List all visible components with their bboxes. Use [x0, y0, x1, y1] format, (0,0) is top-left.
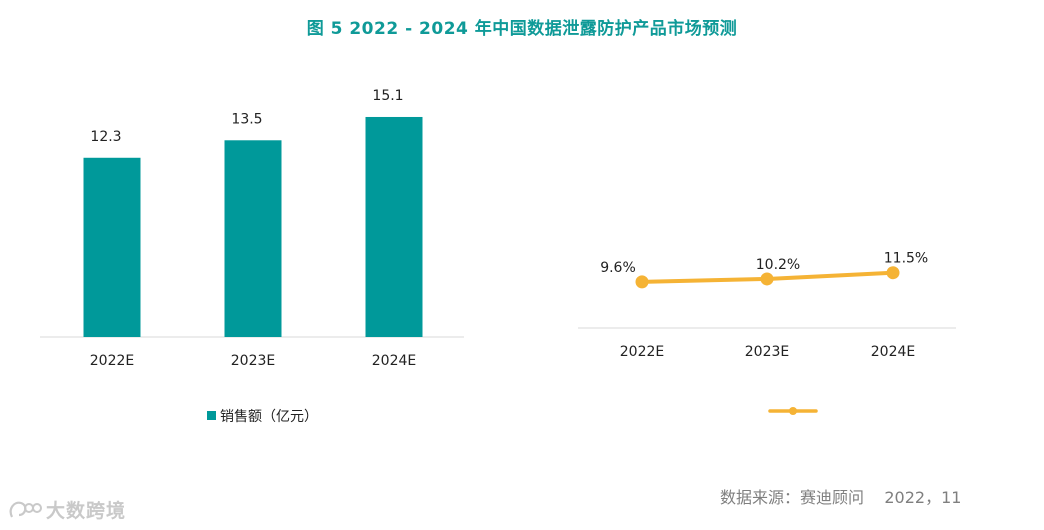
- line-chart: 9.6% 2022E 10.2% 2023E 11.5% 2024E: [578, 251, 956, 415]
- line-x-tick-label: 2022E: [620, 344, 664, 360]
- bar-value-label: 12.3: [90, 129, 121, 145]
- legend-label-sales: 销售额（亿元）: [220, 409, 318, 425]
- line-x-tick-label: 2023E: [745, 344, 789, 360]
- legend-marker-growth: [789, 407, 797, 415]
- growth-value-label: 10.2%: [756, 257, 800, 273]
- growth-point-2024E: [886, 266, 900, 280]
- bar-chart: 12.3 2022E 13.5 2023E 15.1 2024E 销售额（亿元）: [40, 88, 464, 425]
- bar-2023E: [224, 140, 282, 337]
- source-note: 数据来源：赛迪顾问 2022，11: [720, 488, 962, 507]
- bar-x-tick-label: 2024E: [372, 353, 416, 369]
- line-x-tick-label: 2024E: [871, 344, 915, 360]
- watermark-logo-icon: [9, 501, 42, 517]
- growth-point-2023E: [760, 272, 774, 286]
- bar-x-tick-label: 2022E: [90, 353, 134, 369]
- growth-point-2022E: [635, 275, 649, 289]
- legend-swatch-sales: [207, 411, 216, 420]
- growth-value-label: 9.6%: [600, 260, 636, 276]
- watermark-text: 大数跨境: [46, 500, 127, 522]
- watermark: 大数跨境: [8, 496, 126, 523]
- bar-value-label: 15.1: [372, 88, 403, 104]
- bar-value-label: 13.5: [231, 111, 262, 127]
- growth-value-label: 11.5%: [884, 251, 928, 267]
- bar-x-tick-label: 2023E: [231, 353, 275, 369]
- chart-title: 图 5 2022 - 2024 年中国数据泄露防护产品市场预测: [306, 19, 738, 39]
- bar-2022E: [83, 157, 141, 337]
- bar-2024E: [365, 116, 423, 337]
